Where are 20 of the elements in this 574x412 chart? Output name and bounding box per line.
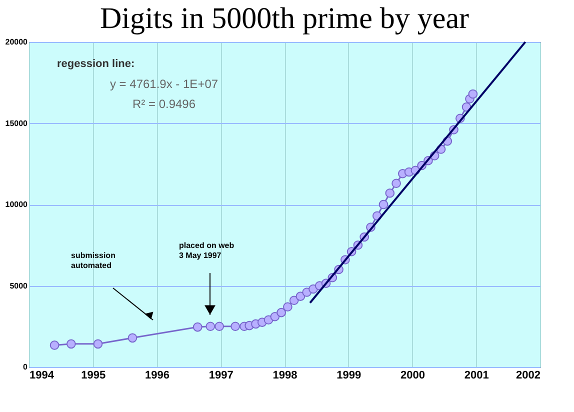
y-tick-label: 0 [23,362,28,372]
x-tick-label: 1997 [208,370,234,382]
y-tick-label: 20000 [5,38,28,46]
annotation: regession line: [57,58,135,70]
y-tick-label: 15000 [5,118,28,128]
x-tick-label: 2000 [400,370,425,382]
annotation: R² = 0.9496 [132,97,196,111]
y-tick-label: 10000 [5,200,28,209]
x-tick-label: 1996 [145,370,170,382]
annotation: submission automated [71,251,116,270]
x-tick-label: 1998 [272,370,298,382]
annotation: placed on web 3 May 1997 [179,241,234,260]
y-tick-label: 5000 [10,281,28,290]
x-tick-label: 2001 [464,370,489,382]
x-tick-label: 1994 [30,370,55,382]
annotation: y = 4761.9x - 1E+07 [110,77,218,91]
x-tick-label: 2002 [516,370,540,382]
x-tick-label: 1999 [336,370,362,382]
x-tick-label: 1995 [81,370,106,382]
chart-title: Digits in 5000th prime by year [100,2,470,35]
